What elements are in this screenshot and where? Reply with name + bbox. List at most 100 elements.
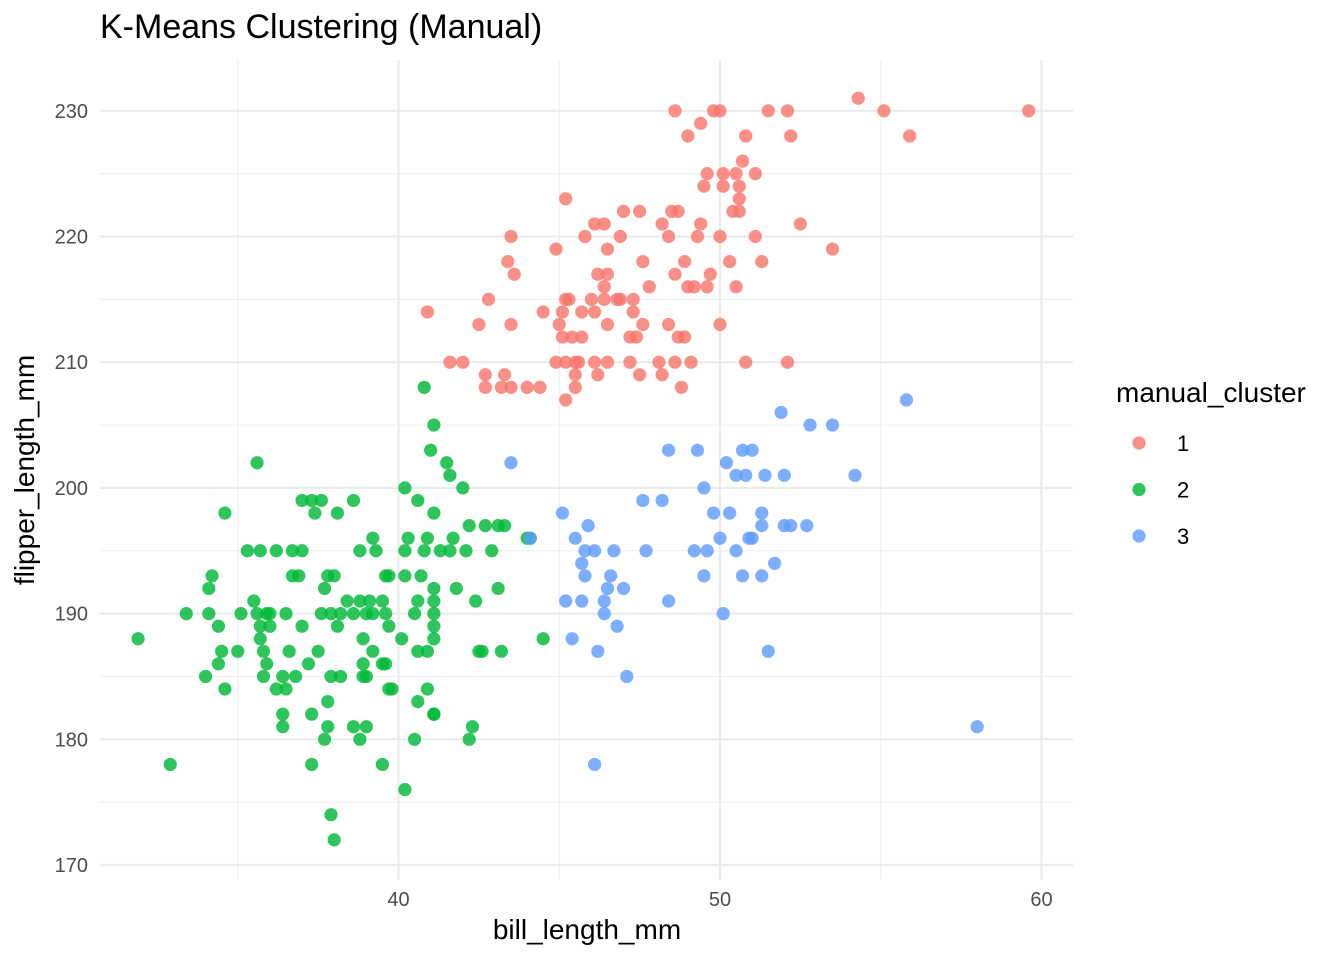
cluster-2-point — [424, 443, 438, 457]
cluster-2-point — [478, 519, 492, 533]
cluster-2-point — [411, 493, 425, 508]
x-tick-label: 40 — [387, 889, 409, 911]
cluster-1-point — [559, 393, 573, 407]
cluster-3-point — [690, 443, 705, 457]
cluster-1-point — [761, 104, 775, 118]
cluster-2-point — [289, 669, 303, 684]
cluster-1-point — [584, 292, 599, 306]
cluster-2-point — [330, 506, 345, 520]
cluster-1-point — [732, 192, 746, 206]
y-tick-label: 230 — [55, 101, 88, 123]
cluster-3-point — [899, 393, 914, 407]
cluster-2-point — [199, 669, 213, 684]
cluster-2-point — [317, 732, 332, 746]
cluster-1-point — [562, 292, 576, 306]
cluster-2-point — [276, 720, 290, 734]
cluster-1-point — [784, 129, 798, 143]
cluster-3-point — [581, 519, 595, 533]
cluster-2-point — [202, 607, 216, 621]
cluster-2-point — [295, 493, 309, 508]
cluster-2-point — [427, 581, 441, 596]
cluster-1-point — [565, 330, 579, 344]
x-axis-title: bill_length_mm — [493, 914, 681, 945]
y-tick-label: 220 — [55, 227, 88, 249]
cluster-1-point — [575, 305, 589, 319]
cluster-2-point — [353, 544, 367, 558]
cluster-2-point — [443, 544, 457, 558]
cluster-2-point — [411, 644, 425, 658]
cluster-3-point — [578, 544, 592, 558]
cluster-2-point — [356, 632, 370, 646]
cluster-1-point — [671, 204, 685, 218]
cluster-3-point — [761, 644, 775, 658]
cluster-1-point — [739, 355, 753, 369]
cluster-2-point — [253, 632, 267, 646]
cluster-1-point — [600, 355, 615, 369]
cluster-3-point — [784, 519, 798, 533]
cluster-1-point — [629, 330, 644, 344]
cluster-1-point — [588, 217, 602, 231]
cluster-3-point — [735, 443, 750, 457]
cluster-2-point — [407, 732, 422, 746]
cluster-1-point — [616, 204, 631, 218]
cluster-2-point — [330, 619, 345, 633]
cluster-3-point — [803, 418, 817, 432]
cluster-1-point — [613, 229, 627, 244]
cluster-2-point — [334, 607, 348, 621]
cluster-1-point — [552, 317, 566, 332]
y-tick-label: 170 — [55, 855, 88, 877]
cluster-1-point — [748, 167, 762, 181]
cluster-2-point — [469, 594, 483, 608]
cluster-2-point — [407, 607, 422, 621]
cluster-2-point — [256, 644, 271, 658]
cluster-3-point — [697, 569, 711, 583]
cluster-3-point — [697, 481, 711, 495]
x-tick-label: 50 — [709, 889, 731, 911]
cluster-2-point — [398, 782, 412, 797]
cluster-2-point — [234, 607, 248, 621]
cluster-2-point — [205, 569, 219, 583]
cluster-2-point — [462, 732, 476, 746]
cluster-1-point — [655, 217, 669, 231]
cluster-2-point — [324, 808, 338, 822]
cluster-2-point — [279, 607, 293, 621]
cluster-1-point — [568, 368, 582, 382]
cluster-1-point — [694, 116, 708, 130]
cluster-3-point — [568, 531, 582, 545]
cluster-2-point — [427, 418, 441, 432]
cluster-2-point — [398, 544, 412, 558]
cluster-2-point — [398, 481, 412, 495]
cluster-2-point — [327, 569, 341, 583]
cluster-1-point — [636, 317, 650, 332]
cluster-1-point — [668, 267, 682, 281]
cluster-3-point — [729, 544, 743, 558]
cluster-2-point — [398, 569, 412, 583]
cluster-2-point — [427, 506, 441, 520]
major-gridlines — [100, 60, 1073, 880]
cluster-1-point — [652, 355, 666, 369]
cluster-2-point — [427, 594, 441, 608]
cluster-1-point — [597, 217, 611, 231]
y-axis-title: flipper_length_mm — [9, 355, 40, 585]
cluster-1-point — [575, 330, 589, 344]
cluster-2-point — [317, 581, 332, 596]
cluster-3-point — [723, 506, 737, 520]
cluster-2-point — [366, 644, 380, 658]
cluster-3-point — [616, 581, 631, 596]
cluster-2-point — [420, 531, 435, 545]
cluster-3-point — [687, 544, 701, 558]
cluster-3-point — [745, 531, 759, 545]
cluster-2-point — [211, 657, 226, 671]
cluster-2-point — [305, 707, 319, 721]
cluster-3-point — [575, 594, 589, 608]
cluster-2-point — [231, 644, 245, 658]
cluster-2-point — [292, 569, 306, 583]
cluster-1-point — [478, 380, 492, 394]
cluster-1-point — [877, 104, 891, 118]
cluster-2-point — [311, 644, 325, 658]
cluster-1-point — [549, 242, 563, 256]
cluster-1-point — [903, 129, 917, 143]
cluster-1-point — [613, 292, 627, 306]
cluster-1-point — [694, 217, 708, 231]
